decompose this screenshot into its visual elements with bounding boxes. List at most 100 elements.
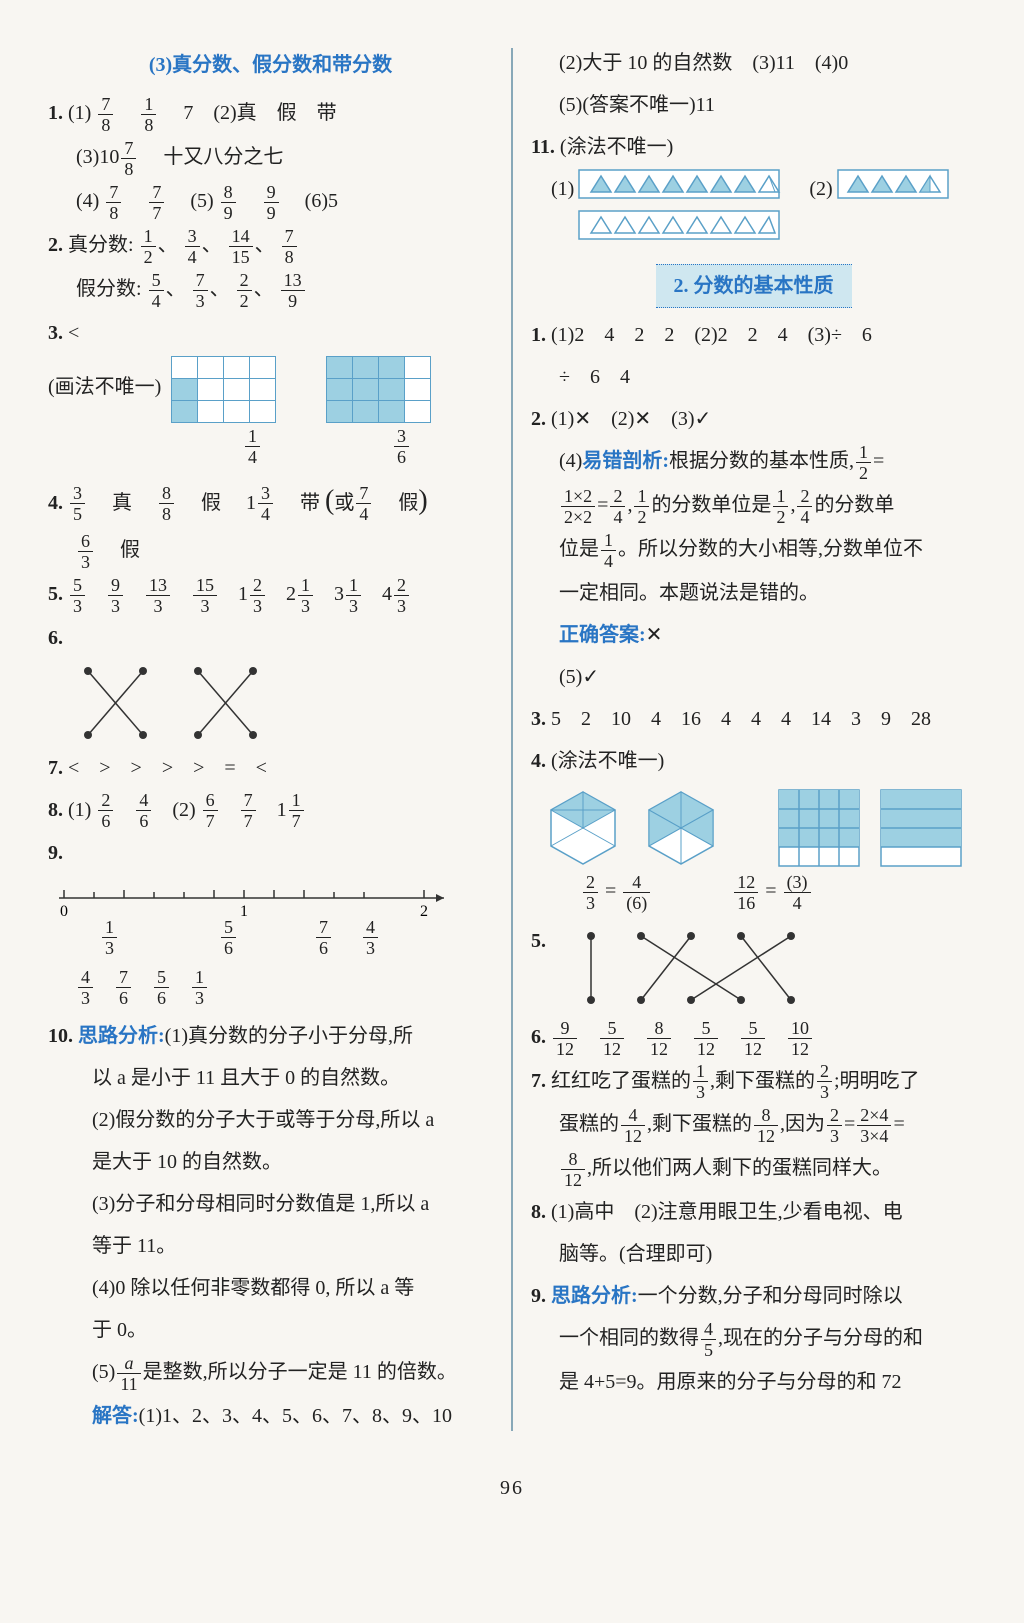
q4-shapes	[543, 788, 976, 868]
n: 9.	[531, 1285, 546, 1307]
frac: 76	[116, 968, 131, 1007]
frac-3-6: 36	[394, 427, 409, 466]
frac: 93	[108, 576, 123, 615]
frac: 12	[773, 487, 788, 526]
frac: 45	[701, 1320, 716, 1359]
frac: 1012	[788, 1019, 812, 1058]
q11-num: 11.	[531, 136, 555, 158]
s2q2: 2. (1)✕ (2)✕ (3)✓	[531, 400, 976, 438]
matching-diagram	[78, 663, 258, 743]
s2q3: 3. 5 2 10 4 16 4 4 4 14 3 9 28	[531, 700, 976, 738]
t: 的分数单	[814, 494, 894, 516]
frac: 24	[797, 487, 812, 526]
q2-true: 2. 真分数: 12、 34、 1415、 78	[48, 226, 493, 266]
q4: 4. 35 真 88 假 134 带 (或74 假)	[48, 474, 493, 527]
t: (2)	[809, 178, 832, 200]
frac: 13	[693, 1062, 708, 1101]
t: 3	[334, 583, 344, 605]
q7-num: 7.	[48, 757, 63, 779]
q1-3-after: 十又八分之七	[143, 146, 283, 168]
t: (2)大于 10 的自然数 (3)11 (4)0	[531, 44, 976, 82]
q11-shapes: (1)	[551, 170, 976, 252]
frac: 34	[258, 484, 273, 523]
hexagon-2	[641, 788, 721, 868]
t: 等于 11。	[48, 1227, 493, 1265]
frac: 2×43×4	[857, 1106, 891, 1145]
q1-1: (1)	[68, 102, 91, 124]
q3-sym: <	[68, 322, 79, 344]
t: 1	[246, 492, 256, 514]
grid-3-6	[326, 356, 431, 423]
frac: 43	[363, 918, 378, 957]
svg-text:0: 0	[60, 903, 68, 920]
t: ÷ 6 4	[531, 358, 976, 396]
t: 位是	[559, 538, 599, 560]
frac: (3)4	[784, 873, 811, 912]
svg-text:2: 2	[420, 903, 428, 920]
grid-labels: 14 36	[243, 427, 493, 466]
q10-ans: 解答:(1)1、2、3、4、5、6、7、8、9、10	[48, 1397, 493, 1435]
q2-true-label: 真分数:	[68, 234, 134, 256]
numline-ticks: 13 56 76 43	[100, 918, 493, 957]
frac: 53	[70, 576, 85, 615]
t: 假	[120, 539, 140, 561]
s2q6: 6. 912 512 812 512 512 1012	[531, 1018, 976, 1058]
n: 3.	[531, 708, 546, 730]
grid-4x4	[777, 788, 861, 868]
t: 5 2 10 4 16 4 4 4 14 3 9 28	[551, 708, 931, 730]
t: 2	[286, 583, 296, 605]
frac: 56	[221, 918, 236, 957]
frac: 412	[621, 1106, 645, 1145]
t: (1)	[551, 178, 574, 200]
triangle-row-2	[579, 211, 779, 239]
frac: 22	[237, 271, 252, 310]
frac: 23	[827, 1106, 842, 1145]
q1-line3: (3)1078 十又八分之七	[48, 138, 493, 178]
s2q7-l1: 7. 红红吃了蛋糕的13,剩下蛋糕的23;明明吃了	[531, 1062, 976, 1102]
answer-label: 解答:	[92, 1405, 139, 1427]
s2q2-l2: 1×22×2=24,12的分数单位是12,24的分数单	[531, 486, 976, 526]
t: (1)	[68, 799, 91, 821]
t: (5)(答案不唯一)11	[531, 86, 976, 124]
frac: 23	[250, 576, 265, 615]
frac-10-7-8: 78	[121, 139, 136, 178]
q3-num: 3.	[48, 322, 63, 344]
t: 假	[201, 492, 221, 514]
analysis-label: 思路分析:	[551, 1285, 638, 1307]
s2q5: 5.	[531, 922, 976, 1014]
q5: 5. 53 93 133 153 123 213 313 423	[48, 575, 493, 615]
page: (3)真分数、假分数和带分数 1. (1) 78 18 7 (2)真 假 带 (…	[30, 40, 994, 1439]
q1-5: (5)	[190, 190, 213, 212]
t: (3)分子和分母相同时分数值是 1,所以 a	[48, 1185, 493, 1223]
q1-3-lead: (3)10	[76, 146, 119, 168]
t: 假	[398, 492, 418, 514]
t: 根据分数的基本性质,	[669, 450, 854, 472]
eq-right: 1216 = (3)4	[732, 872, 812, 912]
q8: 8. (1) 26 46 (2) 67 77 117	[48, 791, 493, 831]
n: 8.	[531, 1201, 546, 1223]
frac: 99	[264, 183, 279, 222]
frac: 24	[610, 487, 625, 526]
q9-num: 9.	[48, 842, 63, 864]
n: 7.	[531, 1070, 546, 1092]
t: 是大于 10 的自然数。	[48, 1143, 493, 1181]
frac: 13	[346, 576, 361, 615]
t: ,现在的分子与分母的和	[718, 1327, 923, 1349]
s2q7-l3: 812,所以他们两人剩下的蛋糕同样大。	[531, 1149, 976, 1189]
t: 带	[300, 492, 320, 514]
t: 于 0。	[48, 1311, 493, 1349]
q4-equations: 23 = 4(6) 1216 = (3)4	[581, 872, 976, 912]
frac: 78	[282, 227, 297, 266]
frac: 77	[241, 791, 256, 830]
n: 2.	[531, 408, 546, 430]
frac: 73	[193, 271, 208, 310]
frac: 67	[203, 791, 218, 830]
t: =	[844, 1113, 855, 1135]
q6-num: 6.	[48, 627, 63, 649]
q7-text: < > > > > = <	[68, 757, 267, 779]
frac: 13	[102, 918, 117, 957]
t: 以 a 是小于 11 且大于 0 的自然数。	[48, 1059, 493, 1097]
t: ,因为	[780, 1113, 825, 1135]
q2-false: 假分数: 54、 73、 22、 139	[48, 270, 493, 310]
frac: 74	[356, 484, 371, 523]
